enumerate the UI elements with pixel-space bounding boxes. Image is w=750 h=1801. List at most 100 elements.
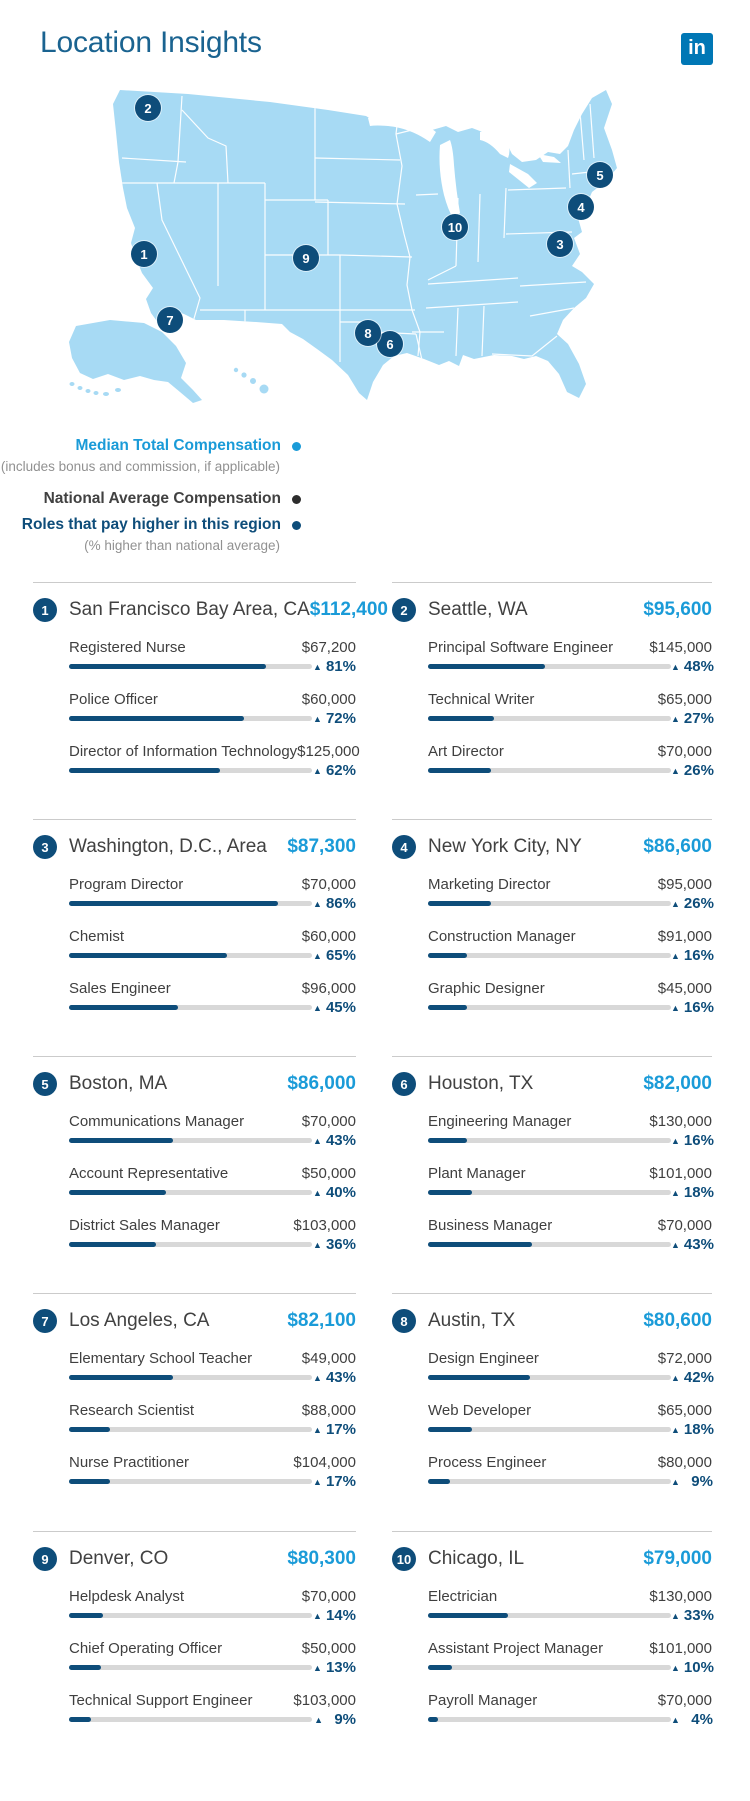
rank-badge: 10: [392, 1547, 416, 1571]
role-name: Construction Manager: [428, 928, 576, 945]
city-card-8: 8 Austin, TX $80,600 Design Engineer $72,…: [392, 1293, 714, 1490]
role-name: Design Engineer: [428, 1350, 539, 1367]
legend-median-total: Median Total Compensation: [75, 437, 301, 455]
rank-badge: 1: [33, 598, 57, 622]
up-triangle-icon: ▲: [671, 1714, 680, 1725]
role-row: Police Officer $60,000 ▲ 72%: [33, 690, 356, 727]
map-marker-5: 5: [587, 162, 613, 188]
role-row: Nurse Practitioner $104,000 ▲ 17%: [33, 1453, 356, 1490]
pct-higher: ▲ 65%: [313, 947, 356, 964]
role-salary: $101,000: [649, 1165, 712, 1182]
role-salary: $60,000: [301, 691, 356, 708]
us-map: 1 2 3 4 5 6 7 8 9 10: [60, 70, 635, 415]
map-marker-6: 6: [377, 331, 403, 357]
linkedin-logo-text: in: [688, 36, 706, 59]
pct-higher: ▲ 9%: [671, 1473, 713, 1490]
pay-bar: [428, 1005, 671, 1010]
median-compensation: $79,000: [643, 1548, 712, 1569]
card-header: 2 Seattle, WA $95,600: [392, 596, 712, 624]
up-triangle-icon: ▲: [671, 1372, 680, 1383]
role-row: Plant Manager $101,000 ▲ 18%: [392, 1164, 714, 1201]
pct-higher: ▲ 17%: [313, 1473, 356, 1490]
card-header: 8 Austin, TX $80,600: [392, 1307, 712, 1335]
up-triangle-icon: ▲: [671, 1239, 680, 1250]
role-salary: $65,000: [657, 1402, 712, 1419]
role-salary: $125,000: [297, 743, 360, 760]
legend-roles-higher-sub: (% higher than national average): [84, 538, 280, 553]
role-salary: $50,000: [301, 1165, 356, 1182]
role-salary: $45,000: [657, 980, 712, 997]
city-name: San Francisco Bay Area, CA: [69, 599, 310, 620]
pct-higher: ▲ 27%: [671, 710, 714, 727]
city-card-7: 7 Los Angeles, CA $82,100 Elementary Sch…: [33, 1293, 356, 1490]
pct-higher: ▲ 72%: [313, 710, 356, 727]
pay-bar: [69, 1613, 312, 1618]
role-name: Helpdesk Analyst: [69, 1588, 185, 1605]
pct-higher: ▲ 10%: [671, 1659, 714, 1676]
up-triangle-icon: ▲: [671, 765, 680, 776]
up-triangle-icon: ▲: [313, 1662, 322, 1673]
up-triangle-icon: ▲: [313, 1424, 322, 1435]
pay-bar: [69, 1138, 312, 1143]
card-header: 3 Washington, D.C., Area $87,300: [33, 833, 356, 861]
median-compensation: $87,300: [287, 836, 356, 857]
up-triangle-icon: ▲: [313, 713, 322, 724]
pay-bar: [428, 1375, 671, 1380]
card-header: 10 Chicago, IL $79,000: [392, 1545, 712, 1573]
pct-higher: ▲ 40%: [313, 1184, 356, 1201]
city-card-10: 10 Chicago, IL $79,000 Electrician $130,0…: [392, 1531, 714, 1728]
legend-roles-higher: Roles that pay higher in this region: [22, 516, 301, 534]
role-name: Director of Information Technology: [69, 743, 298, 760]
pay-bar: [69, 1427, 312, 1432]
pay-bar: [428, 1242, 671, 1247]
pct-higher: ▲ 18%: [671, 1421, 714, 1438]
up-triangle-icon: ▲: [671, 713, 680, 724]
median-compensation: $80,300: [287, 1548, 356, 1569]
pct-higher: ▲ 16%: [671, 999, 714, 1016]
role-salary: $72,000: [657, 1350, 712, 1367]
pct-higher: ▲ 17%: [313, 1421, 356, 1438]
pay-bar: [428, 664, 671, 669]
city-name: Boston, MA: [69, 1073, 168, 1094]
role-row: Assistant Project Manager $101,000 ▲ 10%: [392, 1639, 714, 1676]
city-card-9: 9 Denver, CO $80,300 Helpdesk Analyst $70…: [33, 1531, 356, 1728]
pct-higher: ▲ 16%: [671, 1132, 714, 1149]
navy-dot-icon: [292, 520, 301, 530]
role-row: Chief Operating Officer $50,000 ▲ 13%: [33, 1639, 356, 1676]
median-compensation: $86,000: [287, 1073, 356, 1094]
role-row: Process Engineer $80,000 ▲ 9%: [392, 1453, 713, 1490]
role-name: Art Director: [428, 743, 504, 760]
role-name: Registered Nurse: [69, 639, 186, 656]
alaska-hawaii: [69, 320, 269, 403]
up-triangle-icon: ▲: [313, 1239, 322, 1250]
role-salary: $101,000: [649, 1640, 712, 1657]
pay-bar: [428, 1613, 671, 1618]
city-name: Washington, D.C., Area: [69, 836, 267, 857]
pay-bar: [69, 716, 312, 721]
pay-bar: [428, 953, 671, 958]
legend-median-total-sub: (includes bonus and commission, if appli…: [0, 459, 280, 474]
up-triangle-icon: ▲: [671, 1476, 680, 1487]
up-triangle-icon: ▲: [313, 1002, 322, 1013]
pay-bar: [69, 1375, 312, 1380]
rank-badge: 3: [33, 835, 57, 859]
role-row: Art Director $70,000 ▲ 26%: [392, 742, 714, 779]
map-marker-4: 4: [568, 194, 594, 220]
card-header: 1 San Francisco Bay Area, CA $112,400: [33, 596, 388, 624]
rank-badge: 6: [392, 1072, 416, 1096]
role-salary: $70,000: [301, 1588, 356, 1605]
pct-higher: ▲ 18%: [671, 1184, 714, 1201]
rank-badge: 2: [392, 598, 416, 622]
pay-bar: [69, 1665, 312, 1670]
up-triangle-icon: ▲: [313, 950, 322, 961]
role-name: Graphic Designer: [428, 980, 545, 997]
up-triangle-icon: ▲: [671, 950, 680, 961]
role-salary: $91,000: [657, 928, 712, 945]
pct-higher: ▲ 45%: [313, 999, 356, 1016]
pct-higher: ▲ 26%: [671, 895, 714, 912]
role-salary: $70,000: [657, 1692, 712, 1709]
great-lakes: [368, 114, 561, 218]
up-triangle-icon: ▲: [313, 898, 322, 909]
pct-higher: ▲ 13%: [313, 1659, 356, 1676]
role-row: Research Scientist $88,000 ▲ 17%: [33, 1401, 356, 1438]
